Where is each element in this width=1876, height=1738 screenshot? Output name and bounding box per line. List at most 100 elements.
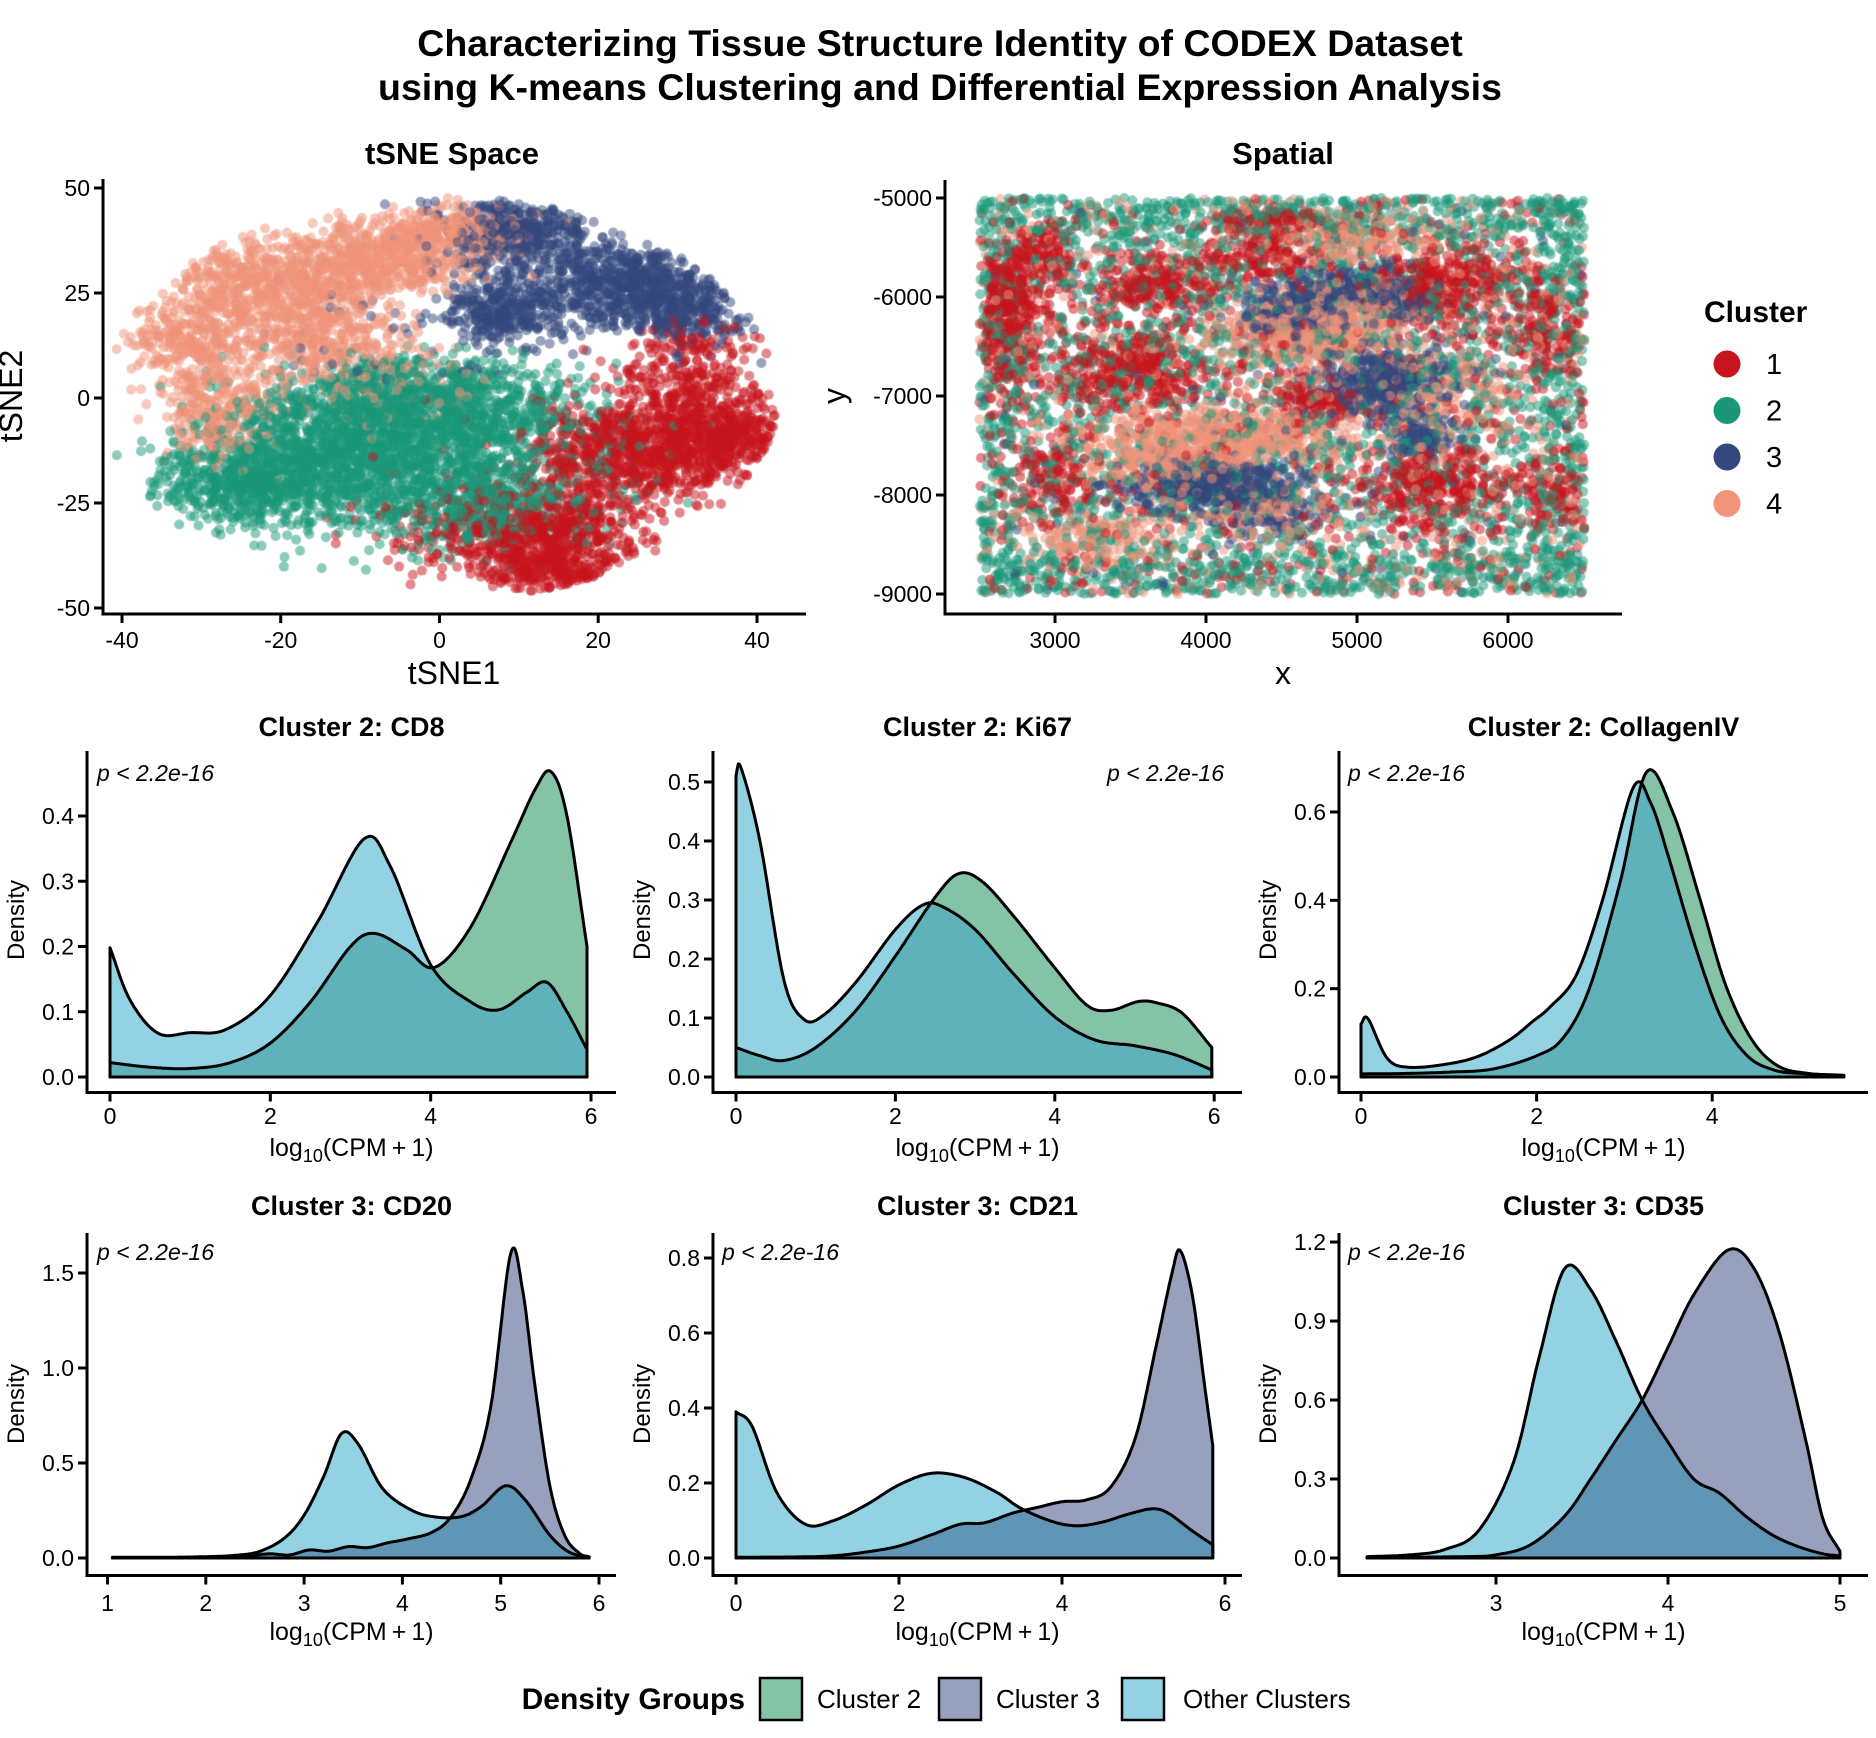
svg-text:0.0: 0.0 [668,1545,700,1571]
svg-text:y: y [816,388,852,404]
svg-text:Density Groups: Density Groups [522,1683,745,1716]
svg-text:0.0: 0.0 [668,1064,700,1090]
svg-text:p < 2.2e-16: p < 2.2e-16 [1347,760,1465,786]
svg-text:0.0: 0.0 [1294,1545,1326,1571]
svg-text:6: 6 [1208,1103,1221,1129]
svg-text:1.5: 1.5 [42,1260,74,1286]
svg-text:2: 2 [264,1103,277,1129]
svg-text:3: 3 [1766,442,1782,474]
svg-text:-50: -50 [57,595,90,621]
svg-text:3: 3 [1490,1590,1503,1616]
svg-text:0: 0 [77,385,90,411]
svg-text:50: 50 [64,175,90,201]
svg-text:2: 2 [893,1590,906,1616]
svg-text:-25: -25 [57,490,90,516]
svg-text:p < 2.2e-16: p < 2.2e-16 [1106,760,1224,786]
svg-text:1: 1 [101,1590,114,1616]
svg-text:2: 2 [889,1103,902,1129]
svg-text:4: 4 [424,1103,437,1129]
svg-text:tSNE2: tSNE2 [0,350,29,442]
svg-text:3: 3 [298,1590,311,1616]
svg-text:p < 2.2e-16: p < 2.2e-16 [96,760,214,786]
svg-text:-5000: -5000 [873,185,932,211]
svg-text:log10(CPM + 1): log10(CPM + 1) [269,1134,433,1166]
svg-text:Cluster 2: CD8: Cluster 2: CD8 [258,712,444,742]
svg-text:4: 4 [396,1590,409,1616]
svg-text:Cluster 3: CD21: Cluster 3: CD21 [877,1191,1078,1221]
svg-text:5: 5 [494,1590,507,1616]
svg-text:-8000: -8000 [873,482,932,508]
svg-text:0.1: 0.1 [42,999,74,1025]
svg-text:0.6: 0.6 [1294,799,1326,825]
svg-text:log10(CPM + 1): log10(CPM + 1) [895,1618,1059,1650]
svg-text:Cluster 3: CD35: Cluster 3: CD35 [1503,1191,1704,1221]
svg-text:Cluster: Cluster [1704,296,1808,329]
svg-text:0.4: 0.4 [668,828,700,854]
svg-text:Other Clusters: Other Clusters [1183,1684,1351,1714]
svg-text:-6000: -6000 [873,284,932,310]
svg-text:6: 6 [585,1103,598,1129]
svg-text:25: 25 [64,280,90,306]
svg-text:-40: -40 [105,627,138,653]
svg-text:0.5: 0.5 [42,1450,74,1476]
svg-text:0.2: 0.2 [668,1470,700,1496]
svg-text:Cluster 3: Cluster 3 [996,1684,1100,1714]
svg-text:0.2: 0.2 [1294,976,1326,1002]
svg-text:Density: Density [1255,880,1282,960]
svg-text:0.4: 0.4 [668,1395,700,1421]
svg-text:1.0: 1.0 [42,1355,74,1381]
svg-text:0.3: 0.3 [1294,1466,1326,1492]
svg-text:5000: 5000 [1331,627,1382,653]
svg-text:-20: -20 [264,627,297,653]
svg-text:tSNE1: tSNE1 [408,655,500,691]
svg-text:0.4: 0.4 [42,803,74,829]
svg-text:Density: Density [3,1364,30,1444]
svg-text:6000: 6000 [1482,627,1533,653]
svg-text:4000: 4000 [1180,627,1231,653]
svg-text:tSNE Space: tSNE Space [365,136,539,171]
svg-text:log10(CPM + 1): log10(CPM + 1) [269,1618,433,1650]
svg-text:0.2: 0.2 [668,946,700,972]
svg-text:Cluster 3: CD20: Cluster 3: CD20 [251,1191,452,1221]
svg-text:0.8: 0.8 [668,1245,700,1271]
svg-text:0: 0 [1355,1103,1368,1129]
svg-text:0: 0 [730,1103,743,1129]
svg-text:0.3: 0.3 [42,868,74,894]
svg-text:2: 2 [1766,396,1782,428]
svg-text:3000: 3000 [1029,627,1080,653]
svg-text:1.2: 1.2 [1294,1229,1326,1255]
svg-text:log10(CPM + 1): log10(CPM + 1) [1521,1134,1685,1166]
svg-text:4: 4 [1048,1103,1061,1129]
svg-text:0.0: 0.0 [42,1545,74,1571]
svg-text:0.4: 0.4 [1294,887,1326,913]
svg-text:Characterizing Tissue Structur: Characterizing Tissue Structure Identity… [417,22,1463,64]
svg-text:20: 20 [585,627,611,653]
svg-text:0: 0 [104,1103,117,1129]
svg-text:6: 6 [1219,1590,1232,1616]
svg-text:0.6: 0.6 [1294,1387,1326,1413]
svg-text:4: 4 [1706,1103,1719,1129]
svg-text:5: 5 [1834,1590,1847,1616]
svg-text:Spatial: Spatial [1232,136,1334,171]
svg-text:2: 2 [199,1590,212,1616]
svg-text:6: 6 [593,1590,606,1616]
svg-text:0.1: 0.1 [668,1005,700,1031]
svg-text:log10(CPM + 1): log10(CPM + 1) [895,1134,1059,1166]
svg-text:0: 0 [730,1590,743,1616]
svg-text:0.9: 0.9 [1294,1308,1326,1334]
svg-text:Density: Density [629,880,656,960]
svg-text:-9000: -9000 [873,581,932,607]
svg-text:4: 4 [1766,489,1782,521]
svg-text:p < 2.2e-16: p < 2.2e-16 [1347,1239,1465,1265]
svg-text:x: x [1275,655,1291,691]
svg-text:4: 4 [1056,1590,1069,1616]
svg-text:Density: Density [1255,1364,1282,1444]
svg-text:Density: Density [3,880,30,960]
svg-text:0.3: 0.3 [668,887,700,913]
svg-text:-7000: -7000 [873,383,932,409]
svg-text:2: 2 [1530,1103,1543,1129]
svg-text:1: 1 [1766,349,1782,381]
svg-text:Cluster 2: Cluster 2 [817,1684,921,1714]
svg-text:0.6: 0.6 [668,1320,700,1346]
svg-text:0.0: 0.0 [1294,1064,1326,1090]
